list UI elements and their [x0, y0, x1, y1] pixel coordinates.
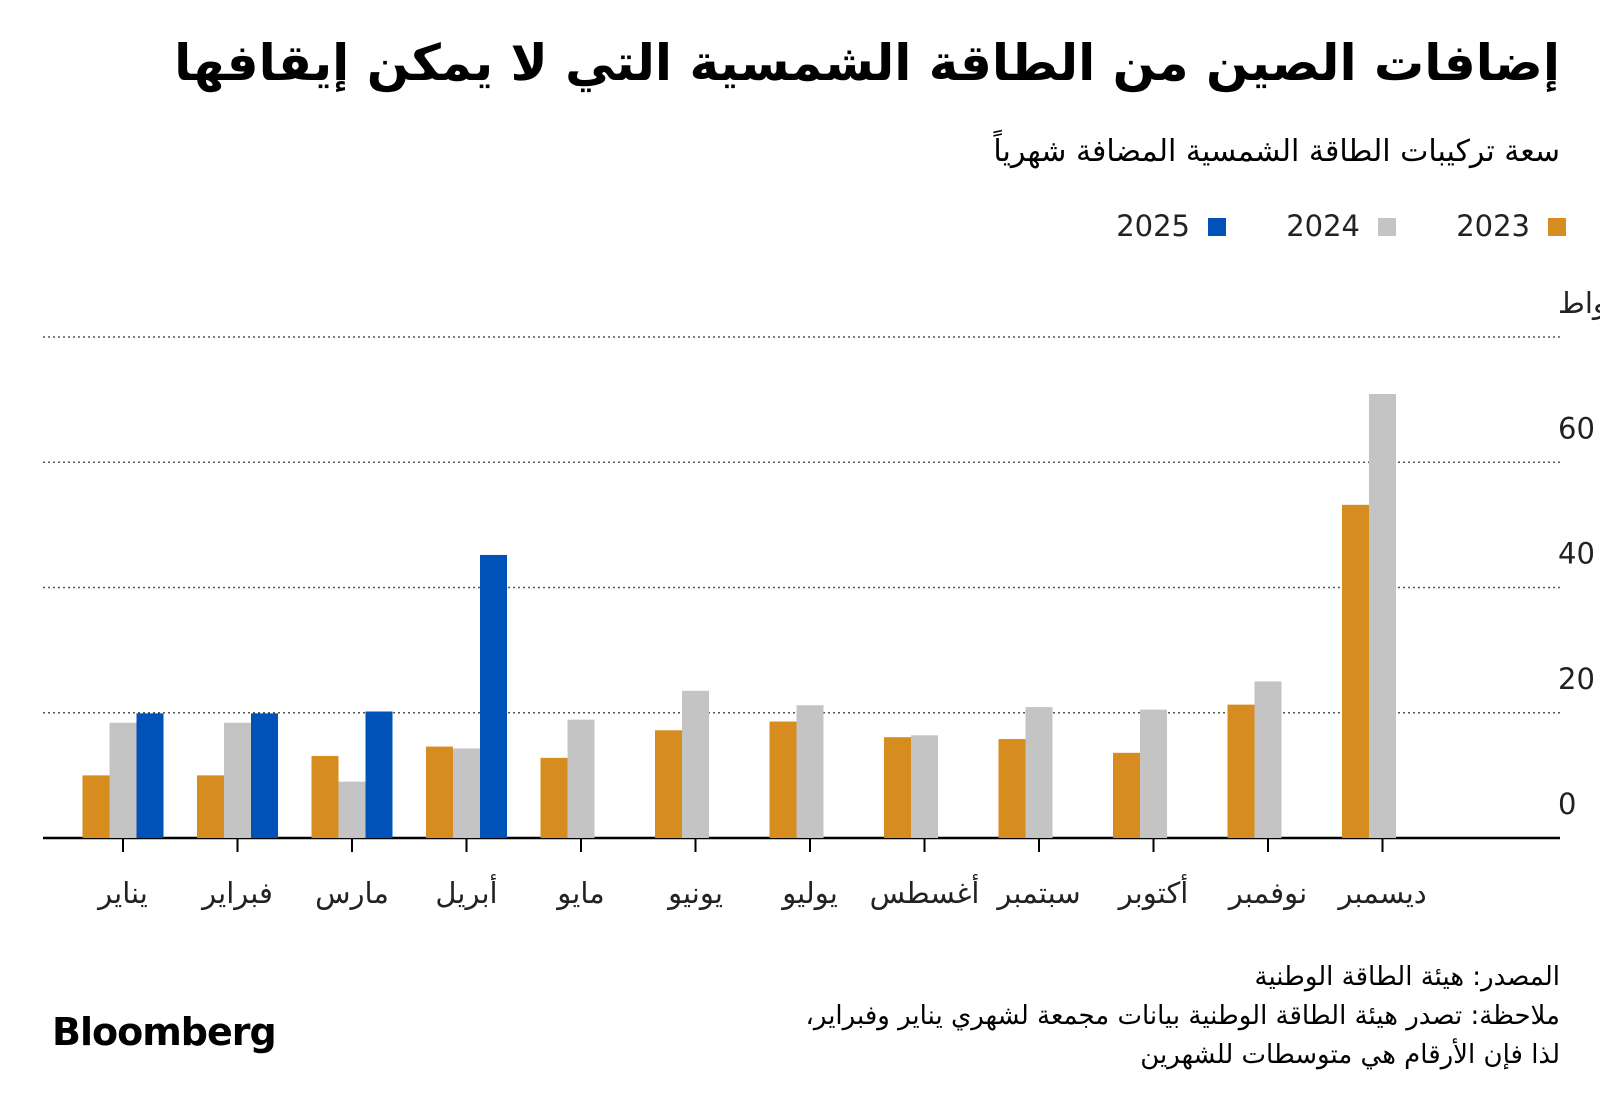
note: لذا فإن الأرقام هي متوسطات للشهرين	[1140, 1040, 1560, 1070]
legend-label: 2024	[1286, 209, 1360, 243]
bar	[1342, 504, 1369, 838]
source: المصدر: هيئة الطاقة الوطنية	[1254, 962, 1561, 992]
bar	[136, 713, 164, 838]
bar	[1140, 709, 1167, 838]
bar	[1227, 704, 1255, 838]
chart-title: إضافات الصين من الطاقة الشمسية التي لا ي…	[174, 34, 1560, 92]
y-tick-label: 20	[1558, 662, 1595, 696]
note: ملاحظة: تصدر هيئة الطاقة الوطنية بيانات …	[805, 1001, 1560, 1031]
legend-swatch	[1378, 218, 1396, 236]
legend-label: 2025	[1116, 209, 1190, 243]
bar	[1369, 393, 1396, 838]
legend-label: 2023	[1456, 209, 1530, 243]
footer: المصدر: هيئة الطاقة الوطنية ملاحظة: تصدر…	[805, 958, 1560, 1075]
x-tick-label: أغسطس	[870, 873, 980, 910]
bar	[109, 722, 137, 838]
bar	[682, 690, 709, 838]
bar	[884, 737, 911, 838]
x-tick-label: نوفمبر	[1227, 876, 1307, 910]
x-tick-label: يناير	[96, 876, 148, 910]
chart-subtitle: سعة تركيبات الطاقة الشمسية المضافة شهريا…	[993, 134, 1560, 169]
x-tick-label: يونيو	[666, 876, 723, 910]
bar	[540, 757, 568, 838]
x-tick-label: يوليو	[780, 876, 838, 910]
bar	[338, 781, 366, 838]
x-tick-label: فبراير	[200, 876, 273, 910]
x-tick-label: سبتمبر	[995, 876, 1080, 910]
x-tick-label: مايو	[555, 876, 604, 910]
bar	[769, 721, 797, 838]
bar	[796, 705, 824, 838]
y-tick-label: 80 غيغاواط	[1558, 286, 1600, 320]
x-tick-label: مارس	[315, 876, 389, 910]
y-tick-label: 60	[1558, 411, 1595, 445]
x-tick-label: ديسمبر	[1336, 876, 1426, 910]
bar	[251, 713, 278, 838]
bar	[480, 554, 507, 838]
bar	[311, 755, 339, 838]
logo: Bloomberg	[52, 1010, 277, 1054]
y-tick-label: 40	[1558, 537, 1595, 571]
bar	[655, 730, 682, 838]
x-tick-label: أبريل	[435, 873, 497, 910]
bar	[453, 748, 480, 838]
bar	[911, 735, 938, 838]
bar	[426, 746, 453, 838]
bar	[1113, 752, 1140, 838]
chart: 2023 2024 2025 0 20 40 80 غيغاواط 60 يناير فبراير…	[43, 209, 1600, 910]
bar	[197, 775, 224, 838]
bar	[1025, 707, 1053, 838]
bar	[1254, 681, 1282, 838]
bar	[998, 739, 1026, 838]
bar	[567, 719, 595, 838]
bar	[224, 722, 251, 838]
bar	[365, 711, 393, 838]
x-tick-label: أكتوبر	[1117, 873, 1189, 910]
bar	[82, 775, 110, 838]
legend-swatch	[1208, 218, 1226, 236]
y-tick-label: 0	[1558, 787, 1576, 821]
legend-swatch	[1548, 218, 1566, 236]
